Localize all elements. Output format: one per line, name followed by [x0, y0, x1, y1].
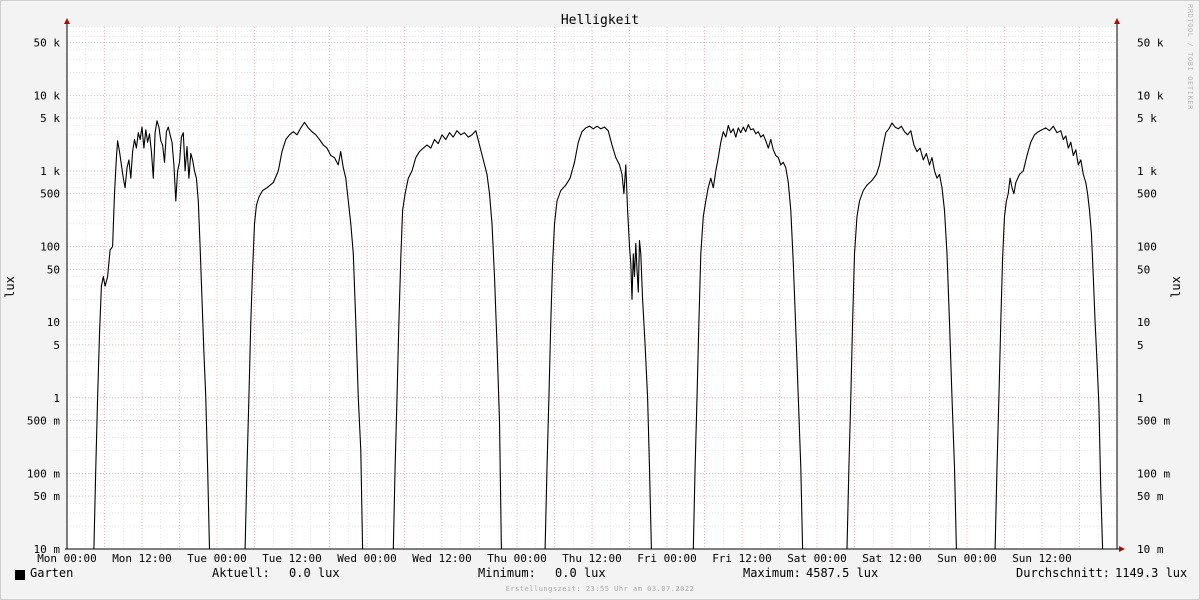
- y-tick-label: 100: [40, 241, 60, 254]
- x-tick-label: Wed 00:00: [337, 552, 397, 565]
- x-tick-label: Thu 00:00: [487, 552, 547, 565]
- y-tick-label: 50: [1137, 263, 1150, 276]
- y-tick-label: 500: [40, 188, 60, 201]
- y-tick-label: 5 k: [40, 112, 60, 125]
- rrdtool-credit: RRDTOOL / TOBI OETIKER: [1186, 4, 1194, 110]
- y-tick-label: 50 m: [34, 490, 61, 503]
- minimum-label: Minimum:: [478, 566, 536, 580]
- x-axis-arrow: [1119, 546, 1125, 552]
- x-tick-label: Thu 12:00: [562, 552, 622, 565]
- x-tick-label: Fri 12:00: [712, 552, 772, 565]
- y-axis-arrow-left: [64, 18, 70, 24]
- x-tick-labels: Mon 00:00 Mon 12:00 Tue 00:00 Tue 12:00 Wed …: [37, 552, 1072, 565]
- y-tick-label: 10 m: [34, 543, 61, 556]
- x-tick-label: Tue 00:00: [187, 552, 247, 565]
- y-tick-labels-left: 50 k 10 k 5 k 1 k 500 100 50 10 5 1 500 m 100 m 50 m…: [27, 36, 60, 556]
- y-tick-label: 10: [47, 316, 60, 329]
- y-tick-label: 500: [1137, 188, 1157, 201]
- average-label: Durchschnitt:: [1016, 566, 1110, 580]
- y-tick-label: 10 k: [1137, 89, 1164, 102]
- brightness-chart: 50 k 10 k 5 k 1 k 500 100 50 10 5 1 500 m 100 m 50 m…: [3, 13, 1183, 565]
- x-tick-label: Sun 00:00: [937, 552, 997, 565]
- x-tick-label: Sat 12:00: [862, 552, 922, 565]
- maximum-label: Maximum:: [743, 566, 801, 580]
- minimum-value: 0.0 lux: [555, 566, 606, 580]
- major-grid: [67, 27, 1117, 550]
- y-tick-label: 1 k: [1137, 165, 1157, 178]
- x-tick-label: Tue 12:00: [262, 552, 322, 565]
- y-tick-label: 50: [47, 263, 60, 276]
- y-tick-label: 500 m: [1137, 415, 1170, 428]
- x-tick-label: Fri 00:00: [637, 552, 697, 565]
- y-tick-label: 10 k: [34, 89, 61, 102]
- y-axis-arrow-right: [1114, 18, 1120, 24]
- y-axis-label-left: lux: [3, 276, 17, 298]
- x-tick-label: Mon 00:00: [37, 552, 97, 565]
- x-tick-label: Sun 12:00: [1012, 552, 1072, 565]
- x-tick-label: Wed 12:00: [412, 552, 472, 565]
- series-line-garten: [67, 120, 1117, 550]
- current-label: Aktuell:: [212, 566, 270, 580]
- y-tick-labels-right: 50 k 10 k 5 k 1 k 500 100 50 10 5 1 500 m 100 m 50 m…: [1137, 36, 1170, 556]
- y-tick-label: 100: [1137, 241, 1157, 254]
- y-tick-label: 5: [53, 339, 60, 352]
- legend: Garten Aktuell: 0.0 lux Minimum: 0.0 lux…: [0, 566, 1200, 584]
- y-tick-label: 500 m: [27, 415, 60, 428]
- y-tick-label: 1: [1137, 392, 1144, 405]
- y-tick-label: 50 k: [34, 36, 61, 49]
- maximum-value: 4587.5 lux: [806, 566, 879, 580]
- y-tick-label: 10 m: [1137, 543, 1164, 556]
- current-value: 0.0 lux: [289, 566, 340, 580]
- y-tick-label: 100 m: [27, 467, 60, 480]
- y-tick-label: 50 m: [1137, 490, 1164, 503]
- y-tick-label: 5: [1137, 339, 1144, 352]
- average-value: 1149.3 lux: [1115, 566, 1188, 580]
- y-tick-label: 1: [53, 392, 60, 405]
- x-tick-label: Sat 00:00: [787, 552, 847, 565]
- y-tick-label: 1 k: [40, 165, 60, 178]
- y-tick-label: 100 m: [1137, 467, 1170, 480]
- legend-swatch: [15, 570, 25, 580]
- y-axis-label-right: lux: [1169, 276, 1183, 298]
- y-tick-label: 5 k: [1137, 112, 1157, 125]
- legend-series-name: Garten: [30, 566, 74, 580]
- y-tick-label: 50 k: [1137, 36, 1164, 49]
- creation-time-footer: Erstellungszeit: 23:55 Uhr am 03.07.2022: [505, 585, 695, 593]
- chart-title: Helligkeit: [561, 13, 639, 28]
- x-tick-label: Mon 12:00: [112, 552, 172, 565]
- y-tick-label: 10: [1137, 316, 1150, 329]
